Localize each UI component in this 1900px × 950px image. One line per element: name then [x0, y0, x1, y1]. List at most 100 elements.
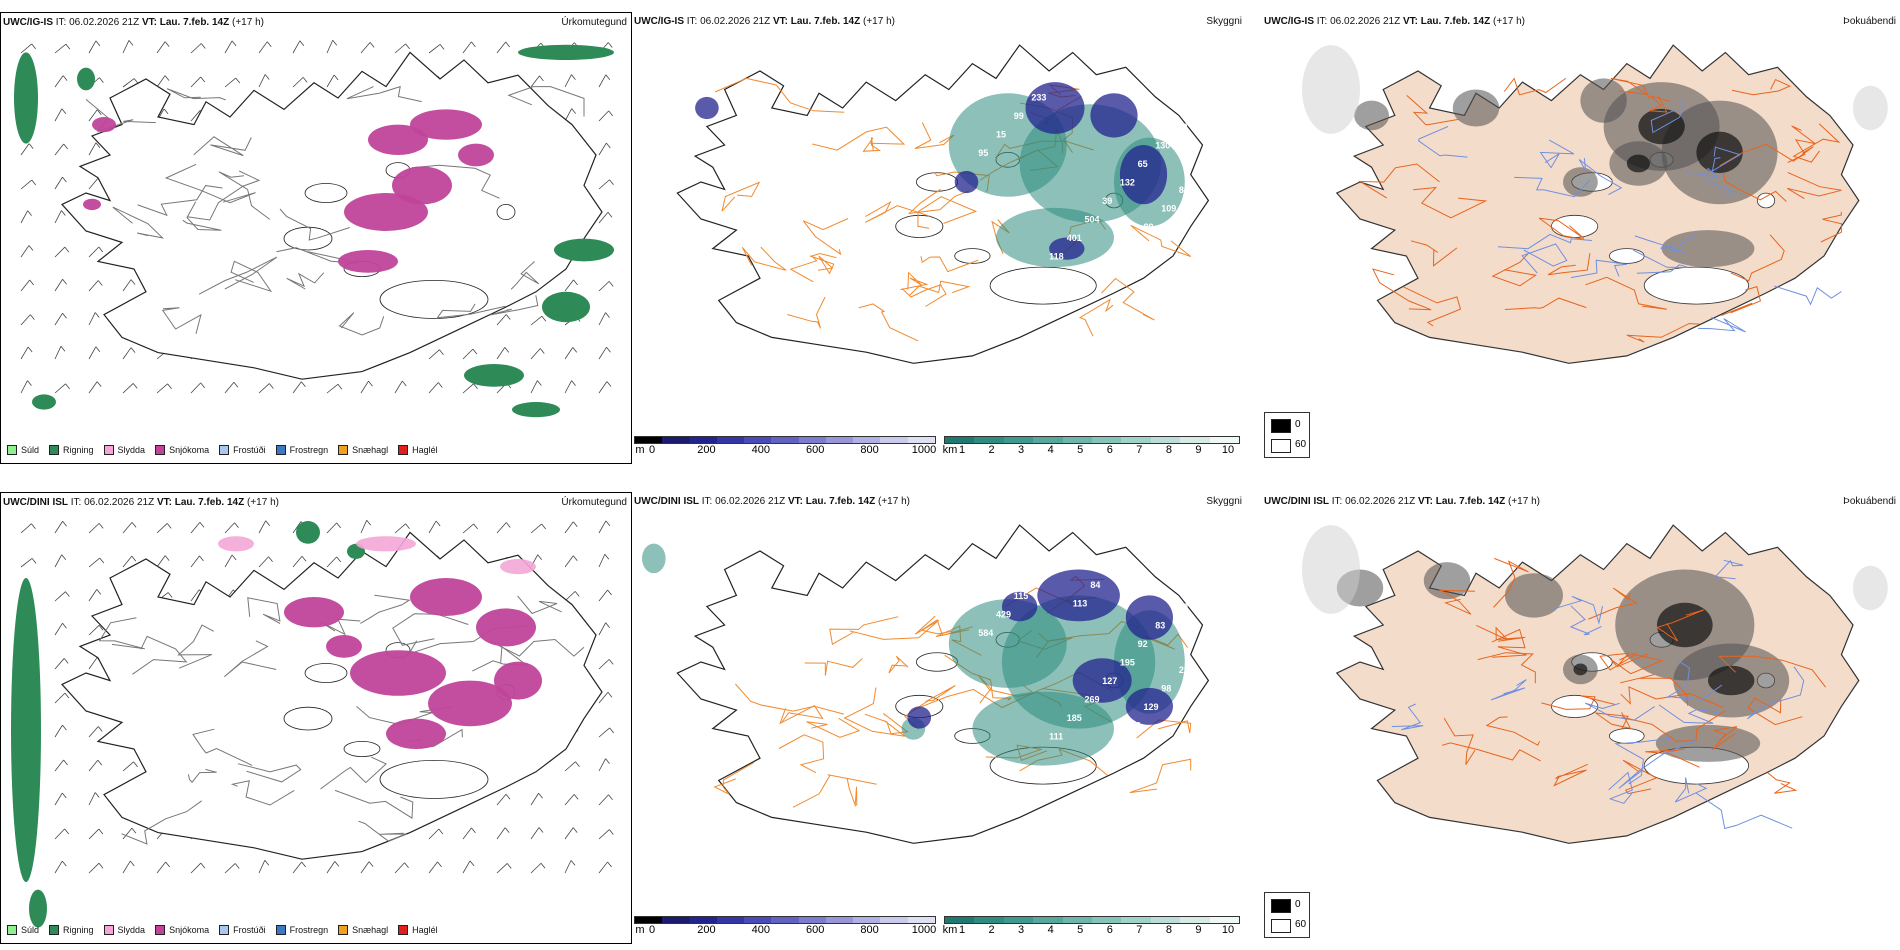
colorbar-cell [1209, 437, 1240, 443]
panel-title: UWC/IG-IS IT: 06.02.2026 21Z VT: Lau. 7.… [1264, 16, 1525, 27]
field-area [77, 67, 95, 91]
wind-barb [326, 522, 337, 534]
wind-barb [258, 41, 268, 54]
wind-barb-feather [163, 108, 169, 115]
wind-barb-feather [538, 827, 544, 833]
road-line [1786, 171, 1842, 200]
wind-barb-feather [130, 860, 135, 867]
wind-barb-feather [336, 522, 341, 529]
colorbar-tick: 5 [1077, 444, 1084, 456]
wind-barb-feather [164, 41, 170, 47]
wind-barb-feather [604, 554, 610, 560]
road-line [346, 85, 422, 103]
road-line [1820, 211, 1842, 243]
wind-barb [20, 279, 31, 292]
wind-barb-feather [301, 861, 307, 868]
wind-barb [224, 522, 235, 534]
precip-legend: Súld Rigning Slydda Snjókoma Frostúði Frostre… [7, 445, 438, 455]
wind-barb-feather [299, 40, 305, 47]
road-line [1391, 703, 1424, 731]
road-line [901, 284, 947, 307]
wind-barb-feather [29, 279, 35, 286]
wind-barb [496, 522, 507, 534]
wind-barb-feather [97, 759, 103, 766]
colorbar-cell [662, 917, 690, 923]
cloud-vis-map: 1971072808392195127269185111117115429584… [642, 524, 1212, 844]
wind-barb-feather [62, 176, 67, 183]
wind-barb [122, 78, 135, 88]
road-line [360, 594, 411, 624]
road-line [1774, 285, 1842, 306]
wind-barb [462, 523, 474, 534]
road-line [1441, 742, 1541, 762]
wind-barb [54, 591, 66, 602]
panel-title: UWC/DINI ISL IT: 06.02.2026 21Z VT: Lau.… [1264, 496, 1540, 507]
field-area [1708, 665, 1755, 696]
wind-barb-feather [608, 281, 614, 287]
cloud-base-value: 197 [972, 565, 987, 575]
wind-barb [88, 792, 96, 806]
wind-barb [292, 861, 303, 874]
wind-barb [88, 142, 97, 156]
wind-barb-feather [333, 74, 339, 81]
road-line [286, 272, 325, 290]
wind-barb-feather [96, 109, 102, 115]
legend-swatch [338, 445, 349, 455]
wind-barb-feather [505, 41, 510, 48]
wind-barb [530, 523, 542, 534]
wind-barb [122, 40, 130, 54]
road-line [1787, 125, 1816, 163]
colorbar-cell [744, 917, 772, 923]
wind-barb [598, 758, 606, 772]
wind-barb [598, 829, 610, 840]
road-line [1697, 316, 1746, 333]
wind-barb [598, 589, 608, 602]
cloud-base-value: 231 [1197, 167, 1212, 177]
wind-barb [190, 555, 200, 568]
road-line [809, 255, 835, 275]
colorbar-cell [635, 917, 663, 923]
colorbar-cell [945, 437, 975, 443]
wind-barb [428, 382, 439, 394]
wind-barb-feather [64, 692, 70, 699]
wind-barb-feather [164, 555, 170, 561]
wind-barb [156, 383, 168, 394]
colorbar-tick: 600 [806, 924, 825, 936]
wind-barb [88, 862, 100, 874]
wind-barb-feather [63, 658, 69, 664]
cloud-base-value: 109 [1161, 204, 1176, 214]
field-area [1853, 565, 1888, 611]
legend-item: Snæhagl [338, 445, 388, 455]
road-line [1538, 217, 1585, 240]
glacier-outline [283, 706, 333, 731]
cloud-base-value: 95 [978, 148, 988, 158]
wind-barb-feather [471, 41, 476, 48]
road-line [812, 126, 906, 151]
fog-index-panel-bottom: UWC/DINI ISL IT: 06.02.2026 21Z VT: Lau.… [1262, 492, 1900, 944]
wind-barb-feather [234, 522, 239, 528]
field-area [1626, 154, 1650, 173]
wind-barb-feather [605, 520, 611, 527]
wind-barb [224, 77, 236, 88]
wind-barb-feather [571, 380, 576, 386]
field-area [1114, 610, 1185, 714]
field-area [512, 402, 560, 418]
colorbar-cell [689, 917, 717, 923]
fog-legend-top: 0 60 [1264, 412, 1310, 458]
glacier-outline [1756, 192, 1776, 209]
road-line [1747, 697, 1803, 726]
colorbar-cell [1150, 917, 1181, 923]
wind-barb-feather [539, 75, 544, 82]
wind-barb [88, 557, 101, 568]
field-area [368, 124, 428, 155]
visibility-colorbar: km 1 2 3 4 5 6 7 8 9 10 [942, 436, 1240, 456]
road-line [1610, 77, 1651, 100]
road-line [843, 687, 906, 737]
field-area [14, 52, 38, 144]
field-area [392, 166, 452, 205]
wind-barb [598, 179, 610, 190]
colorbar-unit: km [942, 444, 958, 456]
wind-barb [530, 315, 543, 326]
colorbar-tick: 6 [1106, 924, 1113, 936]
field-area [83, 198, 101, 211]
